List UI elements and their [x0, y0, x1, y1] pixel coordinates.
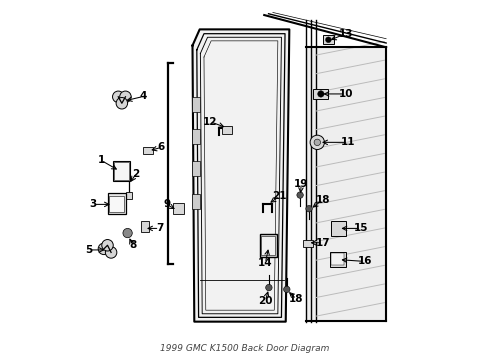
Text: 14: 14: [258, 258, 272, 268]
Text: 6: 6: [157, 142, 164, 152]
Text: 16: 16: [357, 256, 371, 266]
Circle shape: [102, 239, 113, 251]
Text: 12: 12: [202, 117, 217, 127]
Bar: [141, 221, 149, 232]
Bar: [112, 161, 129, 181]
Circle shape: [325, 37, 330, 42]
Text: 10: 10: [338, 89, 352, 99]
Circle shape: [283, 286, 289, 293]
Bar: [113, 162, 128, 180]
Bar: [191, 161, 199, 176]
Circle shape: [105, 247, 117, 258]
Circle shape: [296, 192, 303, 198]
Circle shape: [112, 91, 124, 103]
Text: 18: 18: [289, 294, 303, 304]
Circle shape: [122, 228, 132, 238]
Bar: [173, 203, 183, 214]
Bar: [330, 253, 344, 265]
Bar: [261, 236, 275, 255]
Bar: [313, 89, 328, 99]
Text: 11: 11: [340, 138, 354, 147]
Text: 19: 19: [293, 179, 308, 189]
Polygon shape: [305, 47, 386, 320]
Text: 4: 4: [140, 91, 147, 102]
Text: 13: 13: [338, 29, 352, 39]
Text: 1: 1: [97, 155, 104, 165]
Text: 7: 7: [156, 224, 163, 233]
Text: 21: 21: [272, 191, 286, 201]
Text: 8: 8: [129, 240, 136, 250]
Text: 15: 15: [353, 224, 367, 233]
Bar: [191, 97, 199, 112]
Bar: [329, 252, 345, 267]
Text: 2: 2: [132, 168, 140, 179]
Circle shape: [98, 243, 109, 255]
Text: 1999 GMC K1500 Back Door Diagram: 1999 GMC K1500 Back Door Diagram: [160, 344, 328, 353]
Circle shape: [313, 139, 320, 145]
Text: 3: 3: [89, 199, 96, 210]
Circle shape: [309, 135, 324, 149]
Bar: [109, 196, 123, 212]
Bar: [303, 239, 312, 247]
Text: 5: 5: [85, 245, 92, 255]
Polygon shape: [192, 30, 289, 321]
Bar: [222, 126, 232, 134]
Bar: [107, 193, 126, 214]
Bar: [191, 129, 199, 144]
Bar: [322, 35, 333, 44]
Text: 9: 9: [163, 199, 170, 210]
Circle shape: [265, 284, 271, 291]
Bar: [259, 234, 277, 257]
Bar: [191, 194, 199, 209]
Text: 20: 20: [258, 296, 272, 306]
Bar: [143, 147, 153, 154]
Text: 18: 18: [315, 195, 329, 205]
Circle shape: [317, 91, 324, 97]
Bar: [126, 192, 132, 199]
Circle shape: [116, 98, 127, 109]
Text: 17: 17: [315, 238, 329, 248]
Circle shape: [120, 91, 131, 103]
Bar: [330, 221, 345, 235]
Circle shape: [305, 206, 312, 212]
